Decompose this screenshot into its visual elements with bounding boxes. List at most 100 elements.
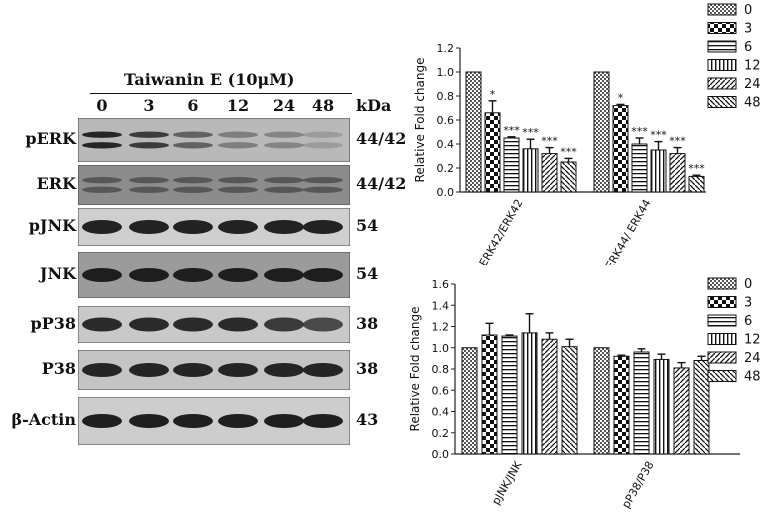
bar	[650, 149, 667, 193]
bar	[688, 175, 705, 193]
molecular-weight-label: 44/42	[356, 129, 407, 148]
protein-band	[303, 186, 343, 193]
protein-band	[264, 220, 304, 234]
western-blot-figure: Taiwanin E (10μM) 0 3 6 12 24 48 kDa pERK 44/4…	[11, 70, 407, 445]
lane-label: 48	[311, 96, 335, 115]
significance-label: ***	[688, 162, 705, 175]
jnk-p38-bar-chart: 0.0 0.2 0.4 0.6 0.8 1.0 1.2 1.4 1.6 Relative Fold…	[410, 277, 761, 510]
y-tick-label: 0.8	[437, 90, 455, 103]
category-label: pP38/P38	[619, 459, 656, 510]
protein-band	[218, 142, 258, 149]
protein-band	[129, 363, 169, 377]
blot-label: P38	[41, 359, 76, 378]
bar	[521, 332, 538, 455]
significance-label: ***	[631, 125, 648, 138]
y-tick-label: 1.0	[437, 66, 455, 79]
protein-band	[82, 414, 122, 428]
protein-band	[218, 363, 258, 377]
kda-label: kDa	[356, 96, 392, 115]
significance-label: *	[490, 88, 496, 101]
protein-band	[218, 220, 258, 234]
molecular-weight-label: 54	[356, 264, 379, 283]
legend-label: 48	[744, 96, 761, 111]
bar	[541, 153, 558, 193]
significance-label: ***	[503, 124, 520, 137]
legend-swatch	[707, 96, 737, 108]
y-tick-label: 0.6	[437, 114, 455, 127]
protein-band	[129, 220, 169, 234]
category-label: pERK42/ERK42	[473, 197, 525, 265]
protein-band	[82, 268, 122, 282]
protein-band	[303, 363, 343, 377]
bar	[522, 148, 539, 193]
protein-band	[303, 177, 343, 184]
legend-swatch	[707, 3, 737, 16]
lane-label: 24	[272, 96, 296, 115]
legend-label: 12	[744, 59, 761, 74]
y-tick-label: 1.2	[437, 42, 455, 55]
legend-swatch	[707, 370, 737, 382]
y-axis-label: Relative Fold change	[413, 58, 427, 183]
y-tick-label: 0.0	[432, 448, 450, 461]
protein-band	[82, 220, 122, 234]
bar	[613, 355, 630, 455]
protein-band	[173, 186, 213, 193]
bar	[669, 153, 686, 193]
protein-band	[264, 414, 304, 428]
bar	[693, 360, 710, 455]
category-label: pJNK/JNK	[489, 458, 525, 507]
legend-swatch	[707, 77, 737, 90]
significance-label: ***	[522, 126, 539, 139]
y-axis-label: Relative Fold change	[410, 307, 422, 432]
protein-band	[129, 317, 169, 332]
protein-band	[173, 142, 213, 149]
protein-band	[173, 220, 213, 234]
molecular-weight-label: 38	[356, 313, 379, 333]
blot-membrane	[78, 306, 350, 343]
treatment-underline	[90, 93, 352, 94]
bar	[503, 137, 520, 193]
treatment-title: Taiwanin E (10μM)	[124, 70, 295, 89]
protein-band	[303, 414, 343, 428]
legend-swatch	[707, 314, 737, 327]
bar	[593, 347, 610, 455]
protein-band	[303, 317, 343, 332]
protein-band	[173, 177, 213, 184]
protein-band	[303, 220, 343, 234]
blot-label: JNK	[39, 264, 76, 283]
protein-band	[264, 363, 304, 377]
protein-band	[264, 186, 304, 193]
significance-label: ***	[541, 135, 558, 148]
blot-membrane	[78, 208, 350, 246]
protein-band	[129, 268, 169, 282]
protein-band	[303, 142, 343, 149]
protein-band	[218, 177, 258, 184]
protein-band	[303, 268, 343, 282]
blot-membrane	[78, 252, 350, 298]
protein-band	[82, 363, 122, 377]
legend-label: 3	[744, 296, 752, 311]
protein-band	[303, 131, 343, 138]
lane-label: 6	[187, 96, 199, 115]
legend-swatch	[707, 40, 737, 53]
bar	[653, 358, 670, 455]
bar	[561, 346, 578, 455]
y-tick-label: 0.0	[437, 186, 455, 199]
protein-band	[264, 131, 304, 138]
blot-membrane	[78, 165, 350, 205]
legend-label: 0	[744, 277, 752, 292]
protein-band	[173, 268, 213, 282]
lane-label: 3	[143, 96, 155, 115]
y-tick-label: 1.4	[432, 299, 450, 312]
protein-band	[82, 131, 122, 138]
protein-band	[264, 268, 304, 282]
protein-band	[129, 414, 169, 428]
molecular-weight-label: 38	[356, 359, 379, 378]
significance-label: ***	[650, 129, 667, 142]
legend-label: 48	[744, 370, 761, 385]
bar	[465, 71, 482, 193]
protein-band	[264, 177, 304, 184]
lane-label: 12	[226, 96, 250, 115]
legend-label: 0	[744, 3, 752, 18]
protein-band	[218, 186, 258, 193]
